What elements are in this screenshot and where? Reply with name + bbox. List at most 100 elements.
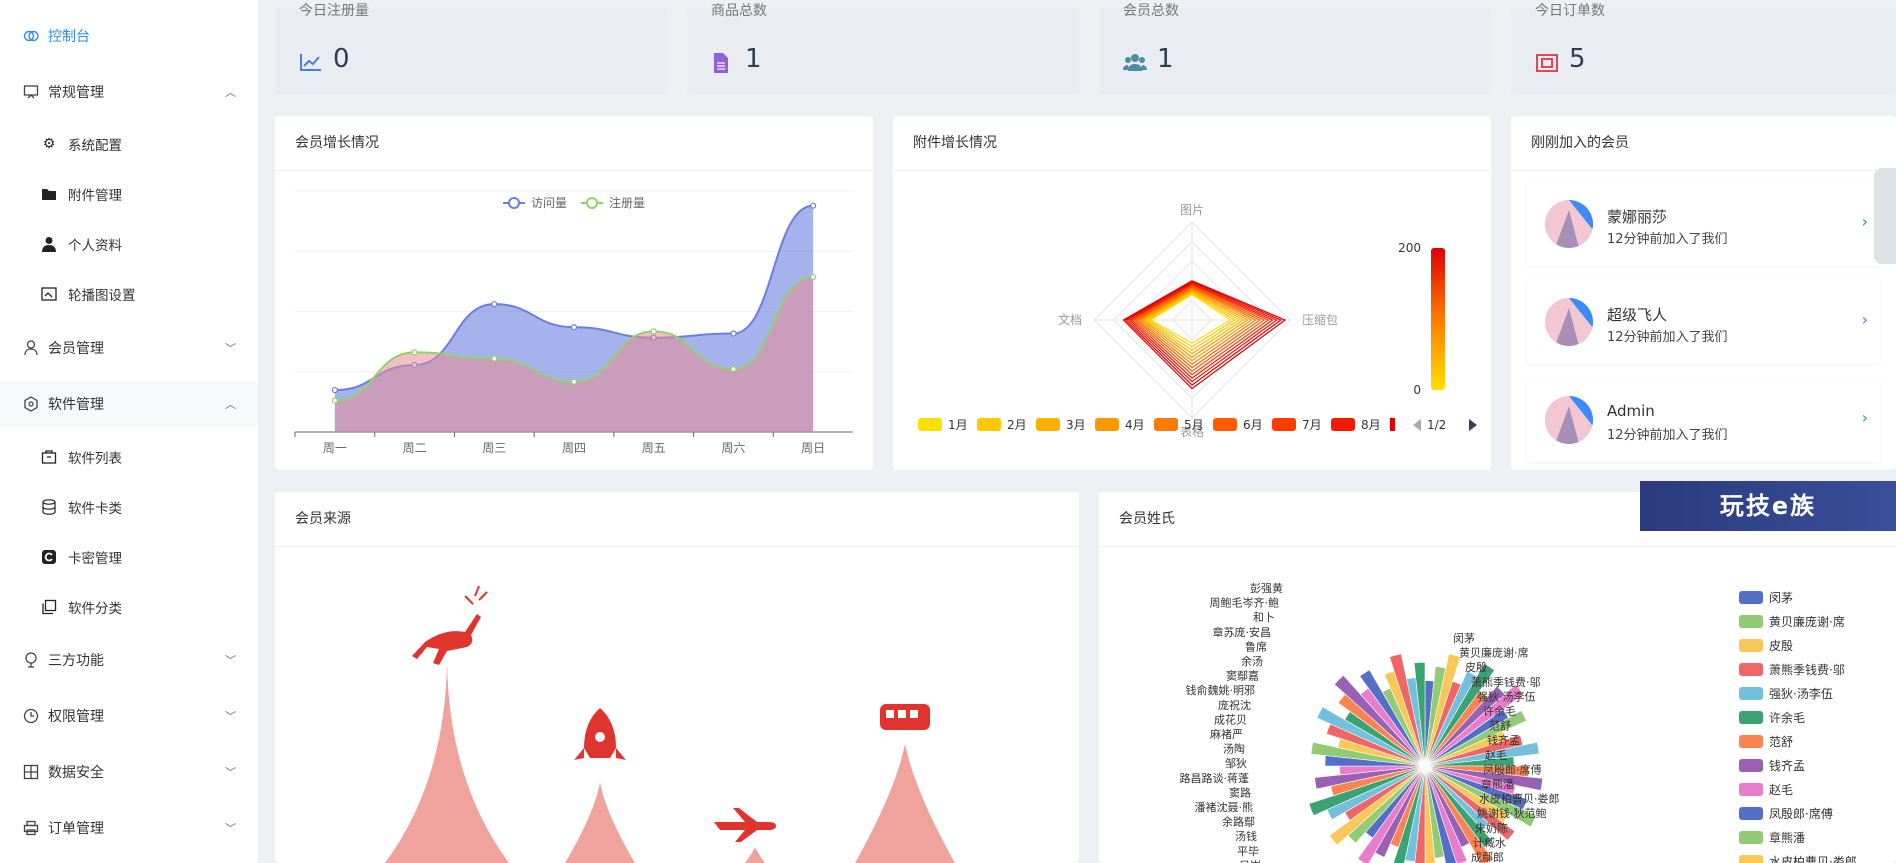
sidebar-item-dashboard[interactable]: 控制台 <box>0 13 258 59</box>
pie-label: 闵茅 <box>1453 631 1475 645</box>
member-joined: 12分钟前加入了我们 <box>1607 330 1728 345</box>
new-members-card: 刚刚加入的会员 蒙娜丽莎 12分钟前加入了我们 › 超级飞人 12分钟前加入了我… <box>1511 116 1896 470</box>
pie-label: 钱齐孟 <box>1487 733 1520 747</box>
train-icon <box>880 704 930 730</box>
pie-slice <box>1357 765 1426 863</box>
pie-slice <box>1308 765 1426 817</box>
sidebar-item-label: 附件管理 <box>68 188 122 204</box>
member-item[interactable]: 超级飞人 12分钟前加入了我们 › <box>1527 280 1880 364</box>
data-point <box>570 324 578 331</box>
sidebar-item-card-keys[interactable]: 卡密管理 <box>0 534 258 580</box>
sidebar-item-label: 三方功能 <box>48 653 104 669</box>
member-name: Admin <box>1607 402 1655 420</box>
image-icon <box>40 285 58 303</box>
legend-label: 许余毛 <box>1769 710 1805 725</box>
sidebar-item-permissions[interactable]: 权限管理 ﹀ <box>0 693 258 739</box>
sidebar-item-label: 权限管理 <box>48 709 104 725</box>
line-chart-icon <box>299 52 323 74</box>
sidebar-item-third-party[interactable]: 三方功能 ﹀ <box>0 637 258 683</box>
series-area-1 <box>334 276 814 432</box>
chevron-right-icon[interactable]: › <box>1861 212 1868 231</box>
radar-series <box>1139 288 1253 362</box>
member-source-card: 会员来源 <box>275 492 1079 863</box>
sidebar-item-categories[interactable]: 软件分类 <box>0 584 258 630</box>
member-growth-card: 会员增长情况 周一 周二 周三 周四 周五 周六 周日 访问量 注册量 <box>275 116 873 470</box>
legend-label: 章熊潘 <box>1769 830 1805 845</box>
legend-swatch <box>1739 591 1763 604</box>
stat-value: 1 <box>1157 44 1174 74</box>
chevron-right-icon[interactable]: › <box>1861 408 1868 427</box>
sidebar-item-members[interactable]: 会员管理 ﹀ <box>0 325 258 371</box>
chevron-down-icon: ﹀ <box>225 654 236 667</box>
x-tick-label: 周日 <box>801 441 825 455</box>
divider <box>1099 546 1896 547</box>
legend-label: 3月 <box>1066 418 1086 432</box>
pie-label: 路昌路谈·蒋蓬 <box>1180 772 1250 785</box>
sidebar-item-orders[interactable]: 订单管理 ﹀ <box>0 805 258 851</box>
floating-widget[interactable] <box>1874 168 1896 264</box>
legend-label: 5月 <box>1184 418 1204 432</box>
chevron-right-icon[interactable]: › <box>1861 310 1868 329</box>
legend-label: 2月 <box>1007 418 1027 432</box>
pie-label: 计臧水 <box>1473 835 1506 849</box>
chevron-down-icon: ﹀ <box>225 822 236 835</box>
source-peak-4 <box>855 744 955 863</box>
stat-title: 今日注册量 <box>299 3 369 19</box>
legend-swatch <box>1739 615 1763 628</box>
pie-label: 章苏庞·安昌 <box>1213 625 1272 639</box>
legend-swatch <box>1739 807 1763 820</box>
pie-label: 成鄢郎 <box>1471 850 1504 863</box>
brand-banner[interactable]: 玩技e族 <box>1640 481 1896 531</box>
legend-swatch <box>1739 783 1763 796</box>
legend-swatch <box>1739 711 1763 724</box>
data-point <box>331 397 338 404</box>
radar-indicator-label: 文档 <box>1058 312 1082 327</box>
member-joined: 12分钟前加入了我们 <box>1607 428 1728 443</box>
sidebar-item-software-list[interactable]: 软件列表 <box>0 434 258 480</box>
radar-series <box>1141 289 1249 358</box>
pie-slice <box>1314 765 1426 790</box>
pie-label: 成花贝 <box>1214 713 1247 726</box>
file-icon <box>711 52 735 74</box>
pie-slice <box>1424 765 1436 863</box>
cube-icon <box>22 395 40 413</box>
data-point <box>570 378 578 385</box>
card-title: 刚刚加入的会员 <box>1531 135 1629 151</box>
pie-label: 窦路 <box>1229 786 1251 799</box>
pie-label: 麻褚严 <box>1210 727 1243 741</box>
pie-label: 彭强黄 <box>1250 581 1283 595</box>
pie-slice <box>1424 741 1540 767</box>
pie-label: 章熊潘 <box>1481 777 1514 791</box>
x-tick-label: 周五 <box>642 441 666 455</box>
x-tick-label: 周六 <box>721 441 745 455</box>
user-outline-icon <box>22 339 40 357</box>
data-point <box>650 328 657 335</box>
avatar <box>1545 396 1593 444</box>
dashboard-icon <box>22 27 40 45</box>
data-point <box>491 355 498 362</box>
sidebar-item-label: 常规管理 <box>48 85 104 101</box>
radar-indicator-label: 表格 <box>1180 424 1204 439</box>
sidebar-item-general[interactable]: 常规管理 ︿ <box>0 69 258 115</box>
sidebar-item-software[interactable]: 软件管理 ︿ <box>0 381 258 427</box>
radar-indicator-label: 压缩包 <box>1302 312 1338 327</box>
sidebar-item-profile[interactable]: 个人资料 <box>0 221 258 267</box>
sidebar-item-carousel[interactable]: 轮播图设置 <box>0 271 258 317</box>
pie-label: 鲁席 <box>1245 639 1267 653</box>
member-item[interactable]: 蒙娜丽莎 12分钟前加入了我们 › <box>1527 182 1880 266</box>
member-item[interactable]: Admin 12分钟前加入了我们 › <box>1527 378 1880 462</box>
pie-label: 黄贝廉庞谢·席 <box>1459 646 1529 660</box>
sidebar-item-data-security[interactable]: 数据安全 ﹀ <box>0 749 258 795</box>
printer-icon <box>22 819 40 837</box>
sidebar-item-system-config[interactable]: ⚙ 系统配置 <box>0 121 258 167</box>
radar-series <box>1126 282 1278 383</box>
avatar <box>1545 200 1593 248</box>
sidebar-item-attachments[interactable]: 附件管理 <box>0 171 258 217</box>
monitor-icon <box>22 83 40 101</box>
sidebar-item-card-types[interactable]: 软件卡类 <box>0 484 258 530</box>
gear-icon: ⚙ <box>42 136 56 152</box>
radar-series <box>1149 293 1232 344</box>
member-growth-chart: 周一 周二 周三 周四 周五 周六 周日 访问量 注册量 <box>294 190 853 455</box>
sidebar-item-label: 软件卡类 <box>68 501 122 517</box>
copy-icon <box>40 598 58 616</box>
